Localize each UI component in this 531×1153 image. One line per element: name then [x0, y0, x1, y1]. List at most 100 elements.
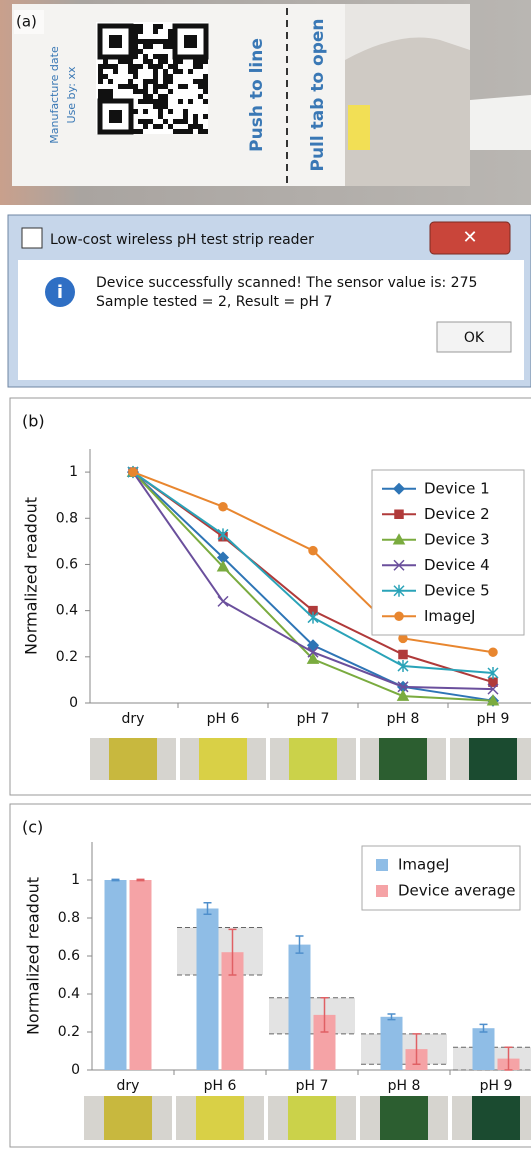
- y-tick-label: 0: [69, 695, 78, 711]
- qr-module: [163, 44, 168, 49]
- qr-module: [133, 129, 138, 134]
- bar: [313, 1014, 336, 1070]
- y-axis-title: Normalized readout: [24, 877, 43, 1035]
- qr-module: [163, 69, 168, 74]
- qr-module: [163, 119, 168, 124]
- x-tick-label: dry: [117, 1078, 140, 1094]
- error-bar: [387, 1013, 396, 1021]
- qr-module: [153, 104, 158, 109]
- qr-module: [103, 59, 108, 64]
- qr-module: [133, 54, 138, 59]
- qr-module: [183, 114, 188, 119]
- qr-module: [158, 94, 163, 99]
- qr-module: [168, 44, 173, 49]
- qr-finder: [184, 35, 197, 48]
- qr-module: [98, 74, 103, 79]
- legend-swatch: [376, 859, 388, 871]
- qr-module: [188, 99, 193, 104]
- marker: [392, 482, 406, 495]
- qr-module: [188, 129, 193, 134]
- qr-module: [158, 54, 163, 59]
- qr-module: [133, 49, 138, 54]
- qr-module: [103, 74, 108, 79]
- qr-module: [133, 24, 138, 29]
- marker: [397, 681, 409, 693]
- x-tick-label: pH 9: [480, 1078, 513, 1094]
- qr-module: [153, 29, 158, 34]
- bar: [472, 1028, 495, 1070]
- panel-label: (c): [22, 818, 43, 837]
- qr-module: [178, 129, 183, 134]
- qr-module: [128, 59, 133, 64]
- dialog-body: [18, 260, 524, 380]
- qr-module: [148, 64, 153, 69]
- qr-module: [138, 29, 143, 34]
- qr-module: [153, 79, 158, 84]
- marker: [394, 509, 404, 519]
- qr-module: [133, 89, 138, 94]
- qr-module: [98, 79, 103, 84]
- bar: [288, 944, 311, 1070]
- qr-module: [103, 64, 108, 69]
- qr-module: [158, 59, 163, 64]
- marker: [217, 595, 229, 607]
- qr-module: [183, 84, 188, 89]
- x-tick-label: pH 9: [477, 711, 510, 727]
- qr-module: [168, 34, 173, 39]
- qr-module: [158, 64, 163, 69]
- marker: [218, 501, 228, 512]
- bar: [196, 908, 219, 1070]
- label-bg: [14, 10, 44, 34]
- qr-module: [203, 114, 208, 119]
- qr-module: [198, 129, 203, 134]
- qr-module: [198, 124, 203, 129]
- qr-module: [138, 39, 143, 44]
- legend-label: ImageJ: [398, 856, 449, 874]
- marker: [307, 646, 319, 658]
- marker: [307, 611, 319, 624]
- qr-module: [153, 64, 158, 69]
- y-tick-label: 0.6: [56, 556, 78, 572]
- marker: [394, 611, 404, 621]
- range-band: [361, 1033, 447, 1065]
- qr-module: [153, 74, 158, 79]
- ok-button[interactable]: [436, 321, 512, 353]
- panel-frame: [9, 397, 531, 796]
- qr-module: [143, 39, 148, 44]
- qr-module: [193, 124, 198, 129]
- qr-module: [168, 29, 173, 34]
- photo: Manufacture date Use by: xx Push to line…: [0, 0, 531, 205]
- strip-color: [109, 738, 157, 780]
- close-button[interactable]: [429, 221, 511, 255]
- legend-label: ImageJ: [424, 607, 475, 625]
- qr-module: [153, 39, 158, 44]
- qr-module: [173, 129, 178, 134]
- qr-module: [133, 29, 138, 34]
- qr-module: [163, 39, 168, 44]
- marker: [216, 560, 230, 572]
- y-tick-label: 0.4: [58, 986, 80, 1002]
- box-text: Pull tab to open: [308, 18, 328, 171]
- y-tick-label: 0.8: [56, 510, 78, 526]
- marker: [398, 633, 408, 644]
- strip-color: [196, 1096, 244, 1140]
- error-bar: [203, 902, 212, 915]
- qr-module: [143, 94, 148, 99]
- qr-module: [128, 84, 133, 89]
- ok-label[interactable]: OK: [464, 330, 485, 346]
- qr-module: [188, 69, 193, 74]
- x-tick-label: pH 7: [297, 711, 330, 727]
- error-bar: [111, 878, 120, 882]
- info-icon: [45, 277, 75, 307]
- qr-module: [163, 99, 168, 104]
- qr-module: [143, 54, 148, 59]
- qr-module: [108, 64, 113, 69]
- qr-module: [138, 64, 143, 69]
- qr-module: [153, 24, 158, 29]
- marker: [128, 467, 138, 477]
- qr-module: [108, 94, 113, 99]
- qr-module: [158, 39, 163, 44]
- qr-module: [118, 59, 123, 64]
- marker: [393, 584, 405, 597]
